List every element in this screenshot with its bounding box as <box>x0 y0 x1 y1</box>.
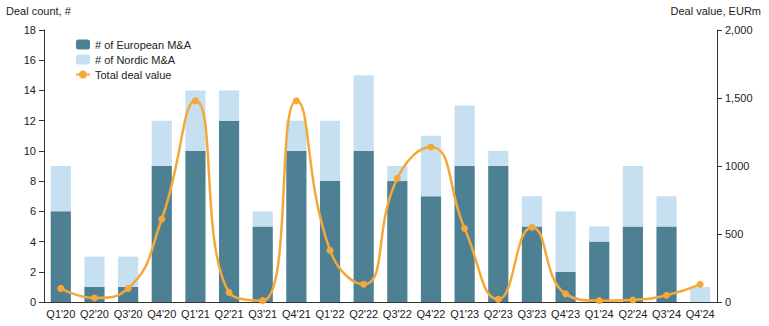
svg-text:16: 16 <box>24 54 36 66</box>
svg-text:Q3'23: Q3'23 <box>517 308 546 320</box>
svg-text:1000: 1000 <box>725 160 749 172</box>
svg-text:Q3'20: Q3'20 <box>114 308 143 320</box>
svg-text:0: 0 <box>725 296 731 308</box>
svg-text:12: 12 <box>24 115 36 127</box>
svg-text:Q4'23: Q4'23 <box>551 308 580 320</box>
svg-text:4: 4 <box>30 236 36 248</box>
svg-text:Q4'22: Q4'22 <box>416 308 445 320</box>
svg-text:6: 6 <box>30 205 36 217</box>
svg-text:Q4'20: Q4'20 <box>147 308 176 320</box>
svg-text:Deal count, #: Deal count, # <box>6 5 72 17</box>
svg-text:Q3'24: Q3'24 <box>652 308 681 320</box>
svg-text:8: 8 <box>30 175 36 187</box>
svg-text:Q2'23: Q2'23 <box>484 308 513 320</box>
svg-text:2: 2 <box>30 266 36 278</box>
svg-text:14: 14 <box>24 84 36 96</box>
svg-text:10: 10 <box>24 145 36 157</box>
svg-text:# of European M&A: # of European M&A <box>95 39 192 51</box>
svg-text:Q1'21: Q1'21 <box>181 308 210 320</box>
svg-text:Q1'20: Q1'20 <box>46 308 75 320</box>
svg-text:Q2'24: Q2'24 <box>618 308 647 320</box>
svg-text:Q1'24: Q1'24 <box>585 308 614 320</box>
svg-text:Q4'21: Q4'21 <box>282 308 311 320</box>
svg-text:Q3'22: Q3'22 <box>383 308 412 320</box>
svg-text:Q4'24: Q4'24 <box>686 308 715 320</box>
svg-text:Q3'21: Q3'21 <box>248 308 277 320</box>
svg-text:Q1'22: Q1'22 <box>316 308 345 320</box>
svg-text:# of Nordic M&A: # of Nordic M&A <box>95 54 176 66</box>
svg-text:1,500: 1,500 <box>725 92 753 104</box>
svg-text:Q2'21: Q2'21 <box>215 308 244 320</box>
svg-text:18: 18 <box>24 24 36 36</box>
svg-text:500: 500 <box>725 228 743 240</box>
svg-text:Q1'23: Q1'23 <box>450 308 479 320</box>
svg-text:Q2'20: Q2'20 <box>80 308 109 320</box>
svg-text:Total deal value: Total deal value <box>95 69 171 81</box>
svg-text:Deal value, EURm: Deal value, EURm <box>671 5 761 17</box>
svg-text:Q2'22: Q2'22 <box>349 308 378 320</box>
svg-text:0: 0 <box>30 296 36 308</box>
svg-text:2,000: 2,000 <box>725 24 753 36</box>
